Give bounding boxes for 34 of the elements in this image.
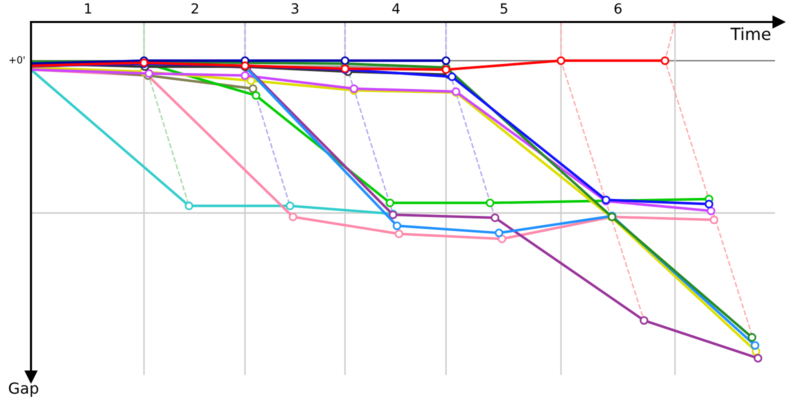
point	[252, 91, 260, 100]
point	[246, 76, 256, 85]
point	[442, 56, 450, 65]
point	[248, 84, 258, 93]
point	[386, 198, 394, 208]
point	[448, 72, 456, 82]
point	[706, 206, 716, 216]
point	[486, 198, 494, 208]
point	[556, 56, 566, 65]
x-tick-label: 2	[192, 3, 198, 14]
point	[750, 341, 760, 350]
point	[494, 228, 504, 238]
point	[240, 71, 250, 80]
point	[710, 216, 718, 224]
y-axis-title: Gap	[8, 382, 38, 397]
point	[490, 213, 500, 222]
point	[288, 212, 298, 222]
point	[184, 202, 194, 210]
point	[286, 202, 294, 210]
x-axis-title: Time	[730, 27, 770, 40]
point	[748, 333, 756, 342]
annotation: +0'	[9, 56, 25, 64]
point	[660, 56, 670, 65]
point	[340, 56, 350, 65]
point	[704, 200, 714, 208]
point	[754, 354, 762, 362]
point	[394, 230, 404, 238]
x-tick-label: 3	[292, 3, 298, 14]
x-tick-label: 5	[500, 3, 508, 14]
point	[392, 221, 402, 230]
x-tick-label: 1	[85, 3, 92, 14]
x-tick-label: 6	[614, 3, 622, 14]
x-tick-label: 4	[392, 3, 400, 14]
point	[640, 316, 648, 325]
